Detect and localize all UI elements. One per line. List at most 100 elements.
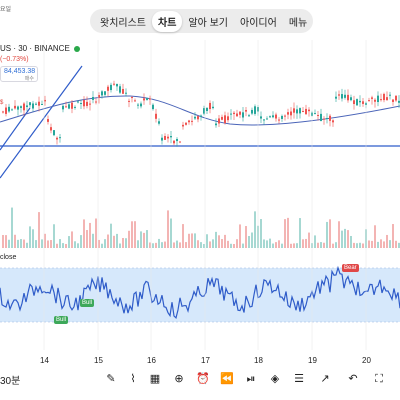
volume-bar — [35, 240, 37, 248]
candle-body — [338, 94, 340, 96]
candles — [2, 80, 400, 147]
volume-bar — [317, 242, 319, 248]
volume-bar — [272, 243, 274, 248]
alarm-icon[interactable]: ⏰ — [196, 373, 210, 385]
candle-body — [395, 95, 397, 101]
volume-bar — [194, 233, 196, 248]
candle-body — [44, 99, 46, 102]
candle-body — [266, 118, 268, 120]
x-axis-label: 15 — [94, 356, 103, 365]
volume-bar — [125, 238, 127, 248]
volume-bar — [149, 242, 151, 248]
candle-body — [242, 112, 244, 118]
volume-bar — [386, 234, 388, 248]
candle-body — [17, 106, 19, 110]
brush-icon[interactable]: ✎ — [106, 373, 116, 385]
candle-body — [392, 99, 394, 102]
volume-bars — [2, 207, 400, 248]
candle-body — [50, 127, 52, 131]
candle-body — [191, 120, 193, 122]
candle-body — [308, 109, 310, 112]
volume-bar — [173, 242, 175, 248]
candle-body — [233, 112, 235, 115]
volume-bar — [164, 241, 166, 248]
replay-icon[interactable]: ⏯ — [246, 373, 256, 385]
candle-body — [290, 111, 292, 116]
trend-line-2[interactable] — [0, 107, 31, 151]
candle-body — [137, 104, 139, 106]
volume-bar — [395, 240, 397, 248]
undo-icon[interactable]: ↶ — [348, 373, 358, 385]
volume-bar — [110, 223, 112, 248]
rewind-icon[interactable]: ⏪ — [220, 373, 234, 385]
plus-circle-icon[interactable]: ⊕ — [174, 373, 184, 385]
candle-body — [98, 95, 100, 98]
price-box[interactable]: 84,453.38 매수 — [0, 66, 38, 82]
candle-body — [254, 106, 256, 114]
tab-watchlist[interactable]: 왓치리스트 — [100, 17, 146, 29]
volume-bar — [185, 242, 187, 248]
x-axis-label: 20 — [362, 356, 371, 365]
volume-bar — [152, 243, 154, 248]
x-axis-label: 19 — [308, 356, 317, 365]
tab-ideas[interactable]: 아이디어 — [240, 17, 277, 29]
sliders-icon[interactable]: ☰ — [294, 373, 304, 385]
x-axis-label: 14 — [40, 356, 49, 365]
rsi-line — [0, 265, 400, 320]
candle-body — [326, 118, 328, 120]
bull-signal: Bull — [80, 299, 95, 307]
volume-bar — [335, 242, 337, 248]
candle-body — [149, 98, 151, 100]
volume-bar — [65, 243, 67, 248]
candle-body — [332, 120, 334, 123]
candle-body — [185, 122, 187, 125]
candle-body — [125, 92, 127, 94]
volume-bar — [140, 231, 142, 248]
line-chart-icon[interactable]: ⌇ — [130, 373, 136, 385]
layers-icon[interactable]: ◈ — [270, 373, 280, 385]
volume-bar — [155, 242, 157, 248]
volume-bar — [188, 233, 190, 248]
candle-body — [251, 109, 253, 114]
volume-bar — [227, 240, 229, 248]
volume-bar — [290, 243, 292, 248]
timeframe-button[interactable]: 30분 — [0, 376, 21, 387]
candle-body — [53, 130, 55, 136]
candle-body — [161, 137, 163, 141]
volume-bar — [209, 241, 211, 248]
candle-body — [74, 106, 76, 108]
volume-bar — [38, 212, 40, 248]
candle-body — [377, 95, 379, 103]
volume-bar — [392, 224, 394, 248]
grid-icon[interactable]: ▦ — [149, 373, 161, 385]
trend-line-1[interactable] — [0, 65, 83, 179]
candle-body — [329, 115, 331, 121]
candle-body — [275, 114, 277, 119]
volume-bar — [239, 224, 241, 248]
candle-body — [344, 94, 346, 98]
day-label: 요일 — [0, 7, 12, 13]
volume-bar — [215, 231, 217, 248]
volume-bar — [119, 243, 121, 248]
candle-body — [107, 86, 109, 91]
candle-body — [368, 100, 370, 102]
tab-chart[interactable]: 차트 — [152, 10, 183, 32]
x-axis-label: 16 — [147, 356, 156, 365]
candle-body — [41, 104, 43, 106]
candle-body — [386, 97, 388, 101]
tab-menu[interactable]: 메뉴 — [288, 17, 308, 29]
candle-body — [134, 100, 136, 102]
grid-lines — [43, 40, 367, 350]
tab-explore[interactable]: 알아 보기 — [188, 17, 228, 29]
candle-body — [95, 101, 97, 103]
candle-body — [245, 110, 247, 112]
trend-icon[interactable]: ↗ — [320, 373, 330, 385]
candle-body — [314, 113, 316, 115]
symbol-title[interactable]: US · 30 · BINANCE — [0, 44, 80, 53]
fullscreen-icon[interactable]: ⛶ — [375, 373, 383, 385]
candle-body — [140, 103, 142, 107]
volume-bar — [302, 239, 304, 248]
candle-body — [11, 109, 13, 111]
change-percent: (−0.73%) — [0, 56, 29, 63]
